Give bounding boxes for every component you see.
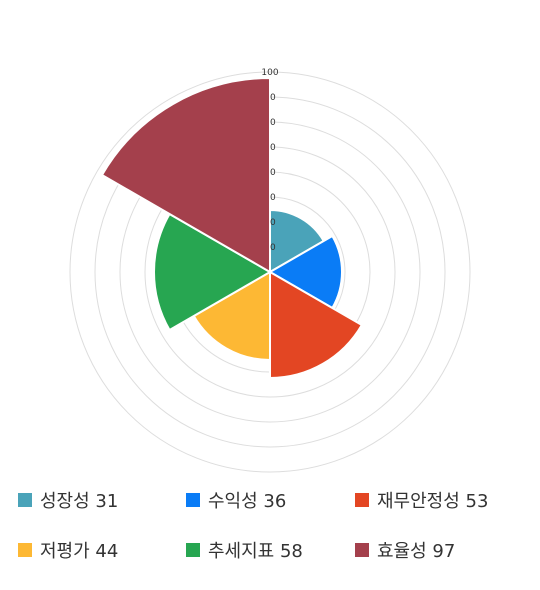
sector-6[interactable] <box>100 76 271 274</box>
r-tick-label: 0 <box>270 218 276 228</box>
legend-swatch <box>18 493 32 507</box>
r-tick-label: 0 <box>270 243 276 253</box>
sector-4[interactable] <box>192 270 271 362</box>
sector-1[interactable] <box>269 208 326 274</box>
legend-item-trend-indicator[interactable]: 추세지표 58 <box>186 538 303 562</box>
legend-item-efficiency[interactable]: 효율성 97 <box>355 538 455 562</box>
grid-ring <box>69 71 471 473</box>
legend-item-profitability[interactable]: 수익성 36 <box>186 488 286 512</box>
legend-label: 수익성 36 <box>208 491 287 512</box>
r-tick-label: 0 <box>270 168 276 178</box>
r-tick-label: 0 <box>270 93 276 103</box>
legend-swatch <box>186 543 200 557</box>
r-tick-label: 100 <box>261 68 278 78</box>
legend-swatch <box>355 543 369 557</box>
legend-label: 효율성 97 <box>377 541 456 562</box>
legend-item-growth[interactable]: 성장성 31 <box>18 488 118 512</box>
sector-5[interactable] <box>153 212 273 332</box>
legend-swatch <box>355 493 369 507</box>
legend-item-undervaluation[interactable]: 저평가 44 <box>18 538 118 562</box>
r-tick-label: 0 <box>270 143 276 153</box>
legend-label: 재무안정성 53 <box>377 491 489 512</box>
legend-item-financial-stability[interactable]: 재무안정성 53 <box>355 488 488 512</box>
sector-2[interactable] <box>267 234 343 310</box>
legend-swatch <box>186 493 200 507</box>
chart-plot: 100 0 0 0 0 0 0 0 <box>69 68 471 473</box>
r-tick-label: 0 <box>270 193 276 203</box>
legend-label: 추세지표 58 <box>208 541 303 562</box>
legend-swatch <box>18 543 32 557</box>
sector-3[interactable] <box>269 270 364 380</box>
r-tick-label: 0 <box>270 118 276 128</box>
legend-label: 저평가 44 <box>40 541 119 562</box>
legend-label: 성장성 31 <box>40 491 119 512</box>
